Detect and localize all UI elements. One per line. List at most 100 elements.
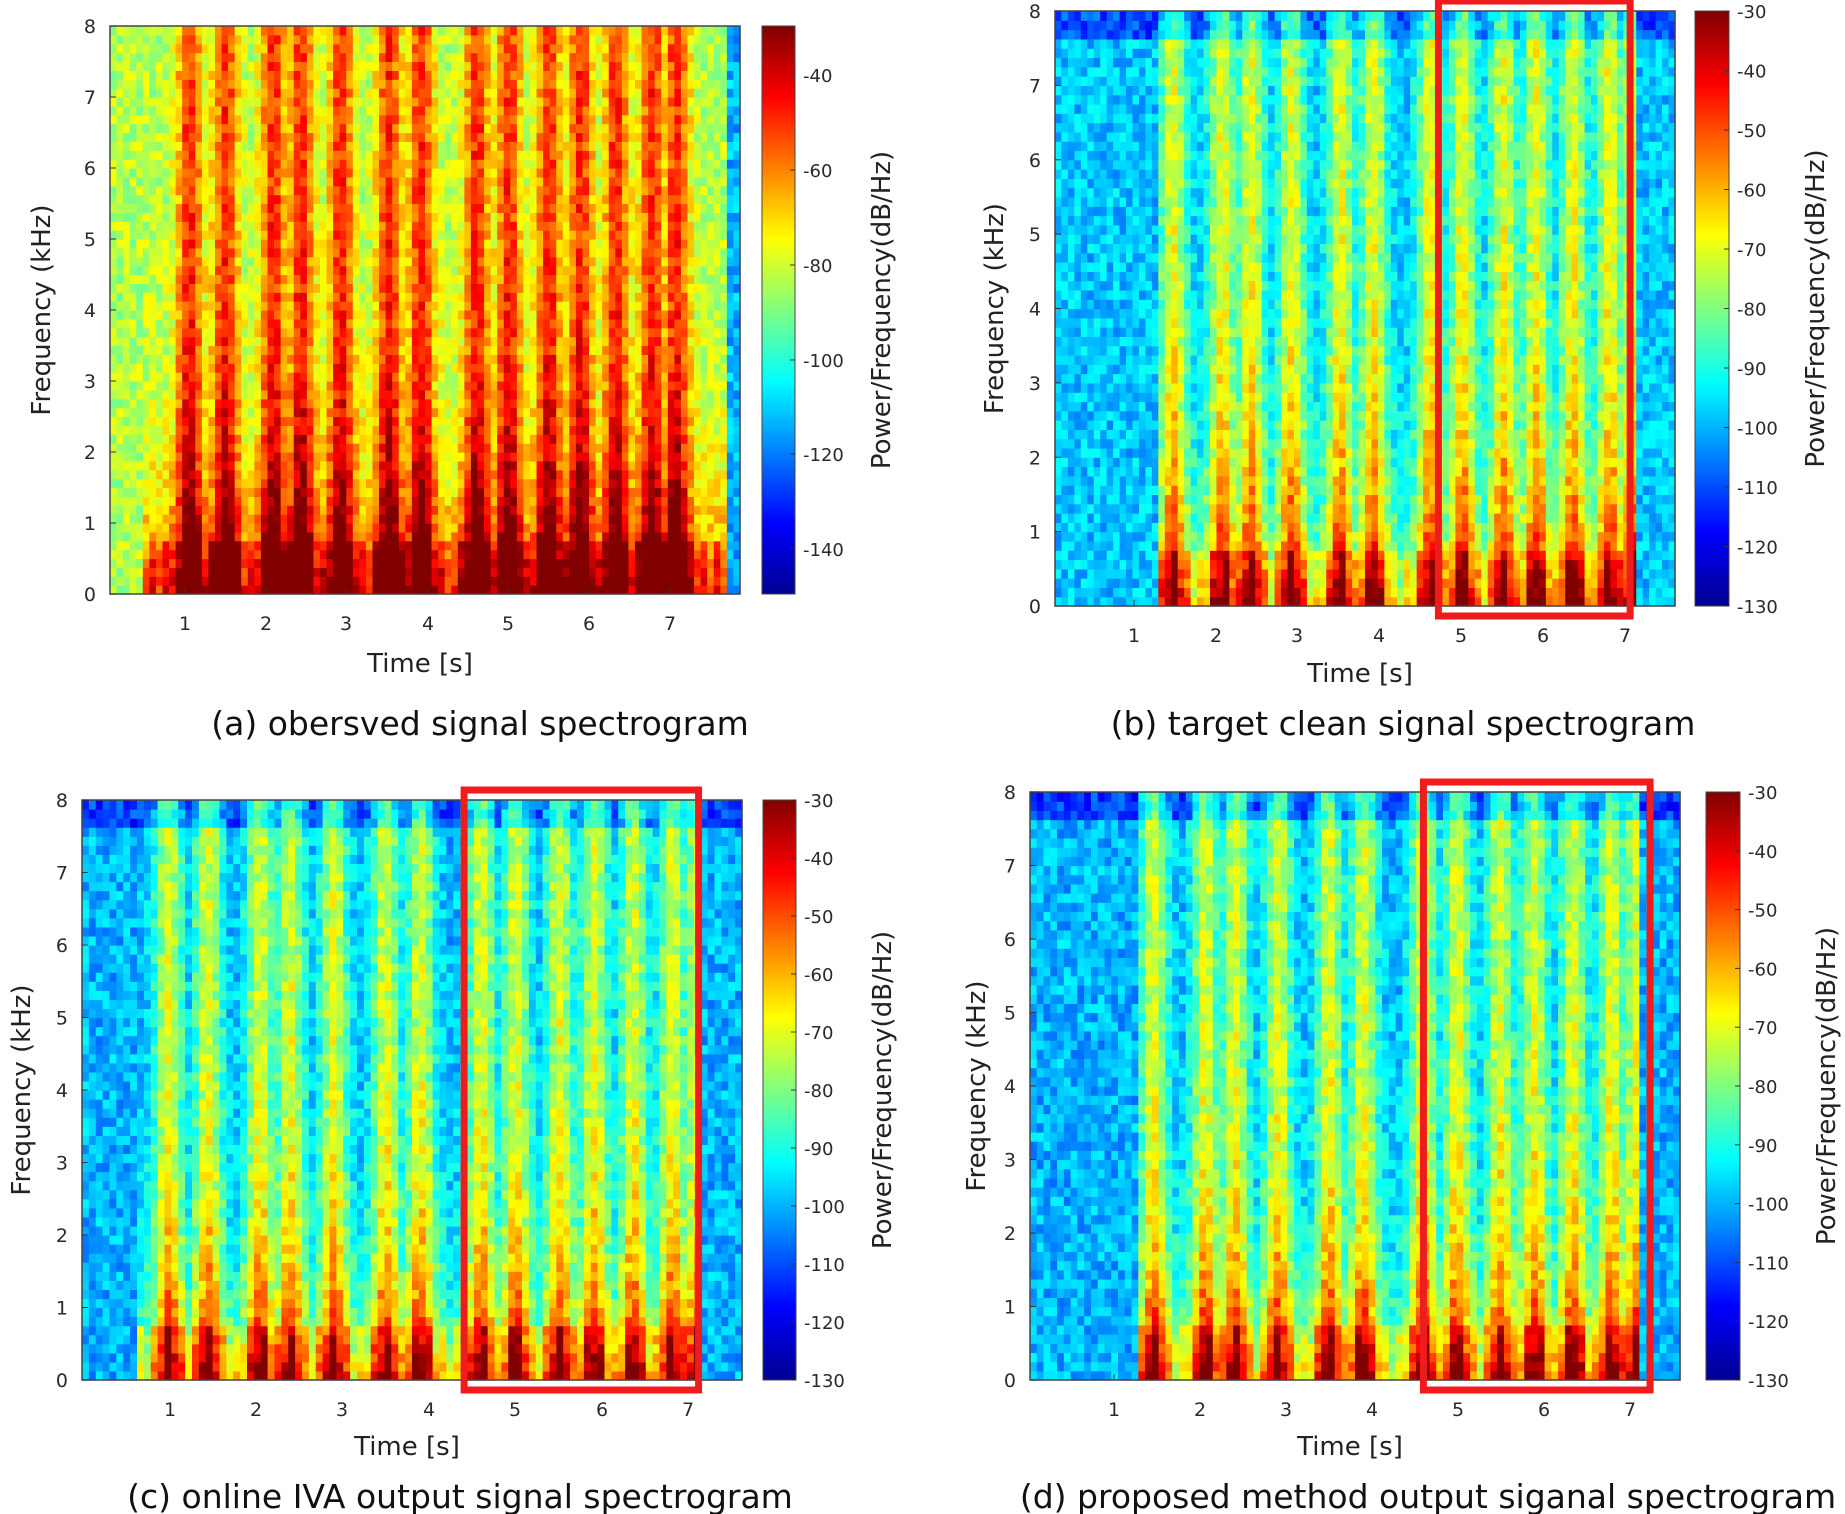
heatmap-cell xyxy=(379,53,386,62)
heatmap-cell xyxy=(517,390,524,399)
heatmap-cell xyxy=(340,470,347,479)
heatmap-cell xyxy=(307,576,314,585)
heatmap-cell xyxy=(294,576,301,585)
heatmap-cell xyxy=(464,514,471,523)
heatmap-cell xyxy=(235,62,242,71)
heatmap-cell xyxy=(478,204,485,213)
heatmap-cell xyxy=(583,53,590,62)
heatmap-cell xyxy=(215,337,222,346)
heatmap-cell xyxy=(563,559,570,568)
heatmap-cell xyxy=(543,115,550,124)
heatmap-cell xyxy=(491,106,498,115)
heatmap-cell xyxy=(333,230,340,239)
heatmap-cell xyxy=(149,461,156,470)
heatmap-cell xyxy=(241,230,248,239)
heatmap-cell xyxy=(110,212,117,221)
heatmap-cell xyxy=(307,496,314,505)
heatmap-cell xyxy=(438,417,445,426)
heatmap-cell xyxy=(405,70,412,79)
heatmap-cell xyxy=(307,239,314,248)
heatmap-cell xyxy=(530,212,537,221)
heatmap-cell xyxy=(602,408,609,417)
heatmap-cell xyxy=(386,266,393,275)
heatmap-cell xyxy=(222,221,229,230)
heatmap-cell xyxy=(609,168,616,177)
heatmap-cell xyxy=(228,514,235,523)
heatmap-cell xyxy=(484,514,491,523)
heatmap-cell xyxy=(379,488,386,497)
heatmap-cell xyxy=(313,70,320,79)
heatmap-cell xyxy=(523,363,530,372)
heatmap-cell xyxy=(202,177,209,186)
heatmap-cell xyxy=(340,346,347,355)
heatmap-cell xyxy=(491,275,498,284)
heatmap-cell xyxy=(563,310,570,319)
heatmap-cell xyxy=(392,221,399,230)
heatmap-cell xyxy=(307,186,314,195)
heatmap-cell xyxy=(405,275,412,284)
heatmap-cell xyxy=(287,390,294,399)
heatmap-cell xyxy=(366,221,373,230)
heatmap-cell xyxy=(117,585,124,594)
heatmap-cell xyxy=(530,479,537,488)
heatmap-cell xyxy=(274,363,281,372)
heatmap-cell xyxy=(222,399,229,408)
heatmap-cell xyxy=(333,488,340,497)
heatmap-cell xyxy=(208,159,215,168)
heatmap-cell xyxy=(583,133,590,142)
heatmap-cell xyxy=(556,257,563,266)
heatmap-cell xyxy=(569,470,576,479)
heatmap-cell xyxy=(386,550,393,559)
heatmap-cell xyxy=(327,496,334,505)
heatmap-cell xyxy=(117,372,124,381)
heatmap-cell xyxy=(373,390,380,399)
heatmap-cell xyxy=(366,479,373,488)
heatmap-cell xyxy=(366,248,373,257)
heatmap-cell xyxy=(543,133,550,142)
heatmap-cell xyxy=(399,319,406,328)
heatmap-cell xyxy=(556,275,563,284)
heatmap-cell xyxy=(412,319,419,328)
heatmap-cell xyxy=(405,488,412,497)
heatmap-cell xyxy=(399,115,406,124)
heatmap-cell xyxy=(353,461,360,470)
heatmap-cell xyxy=(523,310,530,319)
heatmap-cell xyxy=(366,354,373,363)
heatmap-cell xyxy=(445,461,452,470)
heatmap-cell xyxy=(300,275,307,284)
heatmap-cell xyxy=(589,283,596,292)
heatmap-cell xyxy=(530,283,537,292)
heatmap-cell xyxy=(445,70,452,79)
heatmap-cell xyxy=(445,346,452,355)
heatmap-cell xyxy=(333,186,340,195)
heatmap-cell xyxy=(497,390,504,399)
heatmap-cell xyxy=(543,53,550,62)
heatmap-cell xyxy=(576,70,583,79)
heatmap-cell xyxy=(353,168,360,177)
heatmap-cell xyxy=(432,106,439,115)
heatmap-cell xyxy=(222,532,229,541)
heatmap-cell xyxy=(228,159,235,168)
heatmap-cell xyxy=(550,461,557,470)
heatmap-cell xyxy=(523,354,530,363)
heatmap-cell xyxy=(464,328,471,337)
heatmap-cell xyxy=(261,35,268,44)
heatmap-cell xyxy=(254,133,261,142)
heatmap-cell xyxy=(228,106,235,115)
heatmap-cell xyxy=(136,150,143,159)
heatmap-cell xyxy=(445,141,452,150)
heatmap-cell xyxy=(392,399,399,408)
heatmap-cell xyxy=(464,390,471,399)
heatmap-cell xyxy=(320,541,327,550)
heatmap-cell xyxy=(517,417,524,426)
heatmap-cell xyxy=(195,381,202,390)
heatmap-cell xyxy=(136,399,143,408)
heatmap-cell xyxy=(215,70,222,79)
heatmap-cell xyxy=(478,319,485,328)
heatmap-cell xyxy=(287,266,294,275)
heatmap-cell xyxy=(169,434,176,443)
heatmap-cell xyxy=(478,541,485,550)
heatmap-cell xyxy=(556,44,563,53)
heatmap-cell xyxy=(478,248,485,257)
heatmap-cell xyxy=(346,470,353,479)
